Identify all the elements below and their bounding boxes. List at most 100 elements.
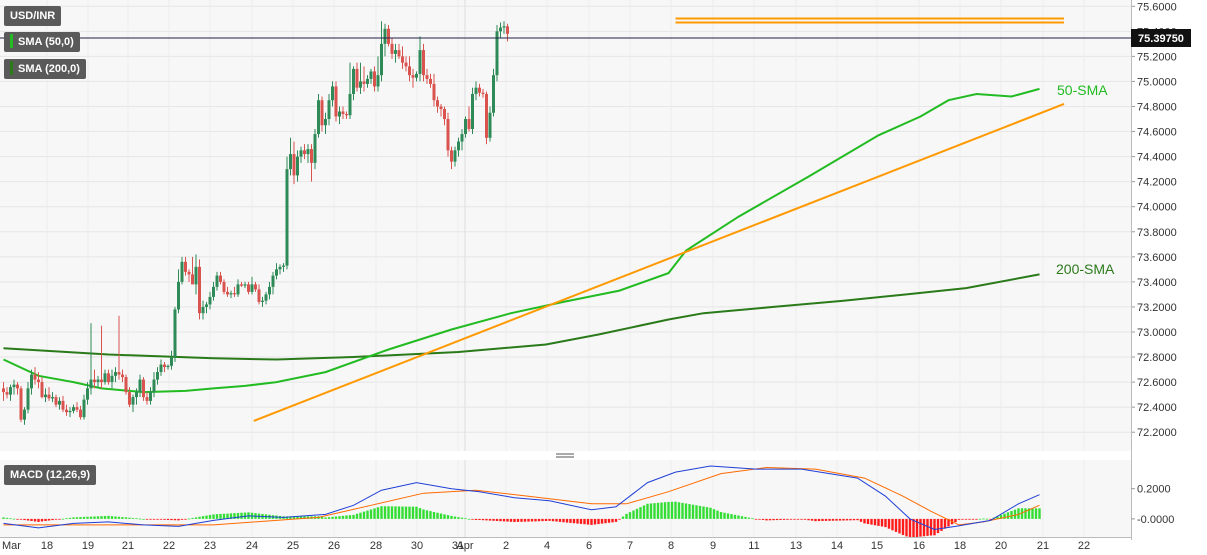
candle-body (397, 50, 401, 57)
candle-body (124, 377, 128, 393)
macd-histogram-bar (47, 518, 51, 521)
candle (292, 141, 296, 185)
candle (40, 377, 44, 399)
candle (159, 359, 163, 376)
macd-histogram-bar (639, 507, 642, 519)
candle (313, 129, 317, 170)
macd-histogram-bar (229, 513, 233, 519)
macd-histogram-bar (506, 518, 509, 522)
macd-legend[interactable]: MACD (12,26,9) (4, 465, 97, 485)
macd-histogram-bar (586, 518, 590, 525)
price-tick-label: 72.8000 (1137, 352, 1177, 364)
candle-body (289, 154, 292, 170)
macd-histogram-bar (877, 518, 880, 526)
macd-histogram-bar (828, 518, 831, 521)
candle (96, 375, 100, 389)
macd-histogram-bar (660, 502, 663, 519)
macd-histogram-bar (341, 515, 345, 519)
macd-histogram-bar (786, 518, 789, 520)
candle (100, 325, 103, 389)
candle-body (89, 379, 93, 389)
candle-body (61, 400, 65, 410)
sma50-annotation: 50-SMA (1057, 82, 1108, 98)
candle (5, 387, 9, 399)
candle-body (415, 73, 418, 78)
macd-histogram-bar (681, 502, 684, 519)
macd-histogram-bar (964, 518, 968, 520)
macd-histogram-bar (758, 518, 761, 520)
symbol-label[interactable]: USD/INR (4, 6, 62, 26)
candle-body (446, 119, 450, 151)
time-tick-label: 6 (586, 540, 592, 552)
sma50-swatch (10, 34, 13, 49)
sma200-annotation: 200-SMA (1056, 261, 1115, 277)
macd-histogram-bar (625, 513, 628, 519)
candle-body (331, 86, 334, 101)
candle-body (68, 410, 72, 413)
macd-histogram-bar (684, 503, 688, 519)
candle-body (75, 407, 79, 410)
candle-body (180, 261, 184, 282)
candle-body (12, 384, 16, 388)
sma200-legend[interactable]: SMA (200,0) (4, 59, 86, 79)
candle (334, 81, 338, 122)
sma50-legend[interactable]: SMA (50,0) (4, 32, 80, 52)
candle-body (313, 134, 317, 163)
candle-body (9, 387, 12, 395)
macd-histogram-bar (240, 512, 243, 519)
macd-histogram-bar (898, 518, 901, 534)
candle (107, 369, 110, 385)
candle (9, 384, 12, 401)
candle (191, 256, 194, 285)
macd-histogram-bar (128, 517, 131, 519)
macd-histogram-bar (481, 518, 485, 521)
macd-histogram-bar (873, 518, 877, 526)
pane-splitter-handle[interactable] (0, 451, 1131, 460)
candle-body (373, 71, 376, 87)
candle (460, 129, 464, 151)
price-axis: 75.600075.400075.200075.000074.800074.60… (1131, 0, 1177, 540)
macd-histogram-bar (842, 518, 845, 521)
macd-histogram-bar (558, 518, 562, 522)
macd-histogram-bar (551, 518, 555, 522)
candle-body (436, 100, 439, 107)
macd-histogram-bar (884, 518, 887, 528)
candle-body (240, 284, 243, 286)
candle-body (327, 100, 331, 120)
macd-histogram-bar (824, 518, 828, 521)
candle-body (236, 284, 240, 295)
candle (23, 407, 26, 425)
candle-body (464, 119, 467, 135)
candle (408, 56, 411, 82)
macd-histogram-bar (999, 514, 1003, 519)
macd-histogram-bar (51, 518, 54, 521)
macd-histogram-bar (457, 517, 460, 519)
candle-body (394, 50, 397, 54)
macd-histogram-bar (576, 518, 579, 524)
candle-body (268, 286, 271, 295)
candle (264, 291, 268, 305)
macd-histogram-bar (723, 512, 726, 519)
candle-body (467, 119, 471, 130)
candle (411, 68, 415, 88)
candle-body (453, 150, 457, 162)
candle-body (299, 150, 303, 157)
macd-histogram-bar (516, 518, 520, 522)
macd-histogram-bar (569, 518, 572, 523)
macd-tick-label: 0.2000 (1137, 484, 1171, 496)
time-tick-label: 25 (287, 540, 299, 552)
candle-body (408, 66, 411, 76)
candle (61, 395, 65, 413)
time-tick-label: 15 (871, 540, 883, 552)
candle-body (152, 379, 156, 393)
macd-histogram-bar (292, 516, 296, 519)
macd-histogram-bar (446, 515, 450, 519)
macd-histogram-bar (72, 517, 75, 519)
macd-histogram-bar (926, 518, 929, 536)
candle-body (352, 68, 355, 94)
macd-histogram-bar (527, 518, 530, 522)
candle (317, 93, 320, 138)
candle-body (229, 293, 233, 295)
candle (170, 350, 173, 370)
time-tick-label: 20 (995, 540, 1007, 552)
